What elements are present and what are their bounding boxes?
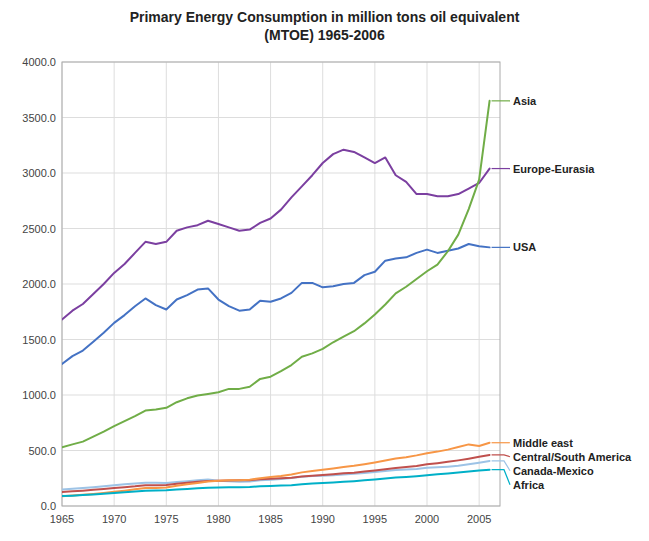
series-line: [62, 150, 490, 320]
x-tick-label: 2000: [415, 513, 439, 525]
label-leader: [492, 470, 510, 485]
grid-line: [62, 173, 500, 174]
y-tick-label: 0.0: [41, 500, 56, 512]
x-tick-label: 1980: [206, 513, 230, 525]
grid-line: [322, 62, 323, 506]
series-line: [62, 244, 490, 364]
label-leader: [492, 442, 510, 443]
y-tick-label: 1000.0: [22, 389, 56, 401]
y-tick-label: 3500.0: [22, 112, 56, 124]
grid-line: [479, 62, 480, 506]
x-tick-label: 1975: [154, 513, 178, 525]
grid-line: [62, 117, 500, 118]
y-tick-label: 4000.0: [22, 56, 56, 68]
x-tick-label: 1995: [363, 513, 387, 525]
grid-line: [218, 62, 219, 506]
grid-line: [62, 284, 500, 285]
series-label: Africa: [513, 479, 545, 491]
series-label: Asia: [513, 95, 537, 107]
grid-line: [374, 62, 375, 506]
grid-line: [270, 62, 271, 506]
grid-line: [166, 62, 167, 506]
grid-line: [62, 450, 500, 451]
grid: [62, 62, 500, 506]
series-labels: Asia Europe-Eurasia USA Middle east Central/…: [492, 95, 632, 491]
chart: Primary Energy Consumption in million to…: [0, 0, 649, 541]
label-leader: [492, 168, 510, 169]
title: Primary Energy Consumption in million to…: [130, 9, 520, 25]
grid-line: [62, 395, 500, 396]
series-label: Central/South America: [513, 451, 632, 463]
grid-line: [62, 228, 500, 229]
x-tick-label: 2005: [467, 513, 491, 525]
series-label: Europe-Eurasia: [513, 163, 595, 175]
label-leader: [492, 100, 510, 101]
y-tick-label: 500.0: [28, 445, 56, 457]
title: (MTOE) 1965-2006: [264, 27, 385, 43]
y-tick-label: 1500.0: [22, 334, 56, 346]
x-tick-label: 1970: [102, 513, 126, 525]
series-label: Middle east: [513, 437, 573, 449]
series-label: Canada-Mexico: [513, 465, 594, 477]
x-tick-label: 1990: [310, 513, 334, 525]
x-tick-label: 1985: [258, 513, 282, 525]
y-tick-label: 2000.0: [22, 278, 56, 290]
label-leader: [492, 455, 510, 457]
label-leader: [492, 247, 510, 248]
grid-line: [427, 62, 428, 506]
y-tick-label: 2500.0: [22, 223, 56, 235]
y-tick-label: 3000.0: [22, 167, 56, 179]
x-tick-label: 1965: [50, 513, 74, 525]
grid-line: [62, 339, 500, 340]
plot-frame: [62, 62, 500, 506]
series-label: USA: [513, 241, 536, 253]
series-line: [62, 101, 490, 447]
grid-line: [114, 62, 115, 506]
series-group: [62, 101, 490, 496]
series-line: [62, 470, 490, 496]
series-line: [62, 443, 490, 497]
